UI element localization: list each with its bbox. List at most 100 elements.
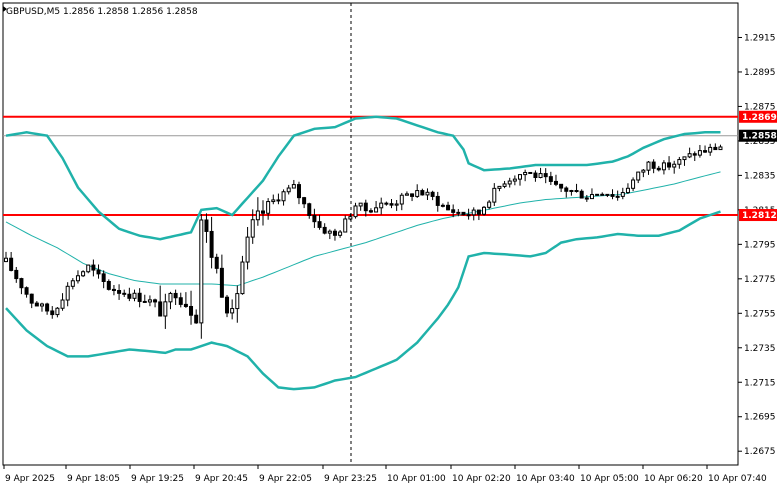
candle [574,183,579,193]
candle [636,171,641,184]
candle-body [374,207,379,213]
candle [672,160,677,174]
candle-body [250,219,255,238]
candle-body [55,307,60,316]
candle-body [574,190,579,193]
candle [65,282,70,307]
candle-body [173,292,178,299]
candle-body [29,293,34,304]
candle-body [518,174,522,180]
candle-body [317,221,322,228]
candle-body [261,210,265,214]
plot-frame [2,2,739,466]
candle [353,202,358,219]
candle-body [697,150,702,156]
candle-body [14,269,19,280]
candle [106,279,111,291]
candle-body [600,193,605,196]
current-price-label: 1.2858 [742,132,777,142]
y-tick-label: 1.2675 [744,447,776,457]
candle-body [209,230,214,258]
candle-body [24,287,29,295]
candle-body [548,176,553,182]
candle-body [183,303,188,307]
candle-body [199,219,204,324]
candle-body [81,271,86,277]
y-tick-label: 1.2895 [744,68,776,78]
candle-body [533,172,538,178]
current-price-label-bg [739,129,777,142]
candle-body [178,297,183,305]
candle [667,156,672,171]
x-tick-label: 10 Apr 01:00 [387,474,446,484]
candle-body [379,202,384,209]
candle-body [225,296,230,314]
candle [682,156,687,166]
candle [250,209,255,244]
candle [117,284,122,300]
candle-body [446,204,451,211]
candle [189,290,194,325]
candle-body [302,197,307,205]
candle [661,160,666,175]
candle [692,151,697,162]
candle-body [564,187,569,192]
candle [543,168,548,184]
level-label-bg-2 [739,209,777,222]
candle-body [153,299,158,303]
candle [122,289,127,297]
candle [384,201,389,206]
candle-body [147,299,152,303]
candle [533,170,538,182]
candle-body [672,163,677,168]
candle [45,302,50,315]
candle-body [389,203,394,206]
candle-body [661,162,666,171]
candle-body [415,190,420,197]
lower-bollinger-band [5,210,721,391]
candle-body [461,211,466,216]
candle [579,189,584,199]
candle [327,229,332,240]
candle [507,177,512,188]
candle-body [70,280,75,287]
candle [50,306,55,319]
candle-body [189,305,194,316]
y-tick-label: 1.2855 [744,137,776,147]
candle [9,251,14,272]
candle [440,203,445,208]
candle-body [338,231,343,236]
candle-body [641,169,646,173]
candle [55,307,60,318]
candle-body [91,264,96,271]
candle-body [219,267,224,298]
candle-body [132,292,137,299]
candle [4,251,8,263]
candle [183,292,188,308]
candle-body [358,202,363,207]
candle-body [9,257,14,271]
candle-body [50,310,55,316]
candle [86,264,91,274]
candle-body [476,209,481,215]
candle-body [332,230,337,236]
candle [230,299,235,320]
candle-body [538,173,543,178]
candle [615,190,620,201]
candle [584,194,589,202]
candle [518,174,522,186]
candle-body [589,194,594,200]
candle-body [384,202,389,205]
candle [209,216,214,269]
candle [451,204,456,218]
candle [502,180,507,189]
candle [718,144,723,151]
candle [538,167,543,179]
y-tick-label: 1.2915 [744,33,776,43]
candle-body [425,191,430,196]
candle [564,186,569,198]
candle [687,147,692,159]
candle-body [214,256,219,269]
candle [646,161,651,175]
candle-body [163,301,168,317]
